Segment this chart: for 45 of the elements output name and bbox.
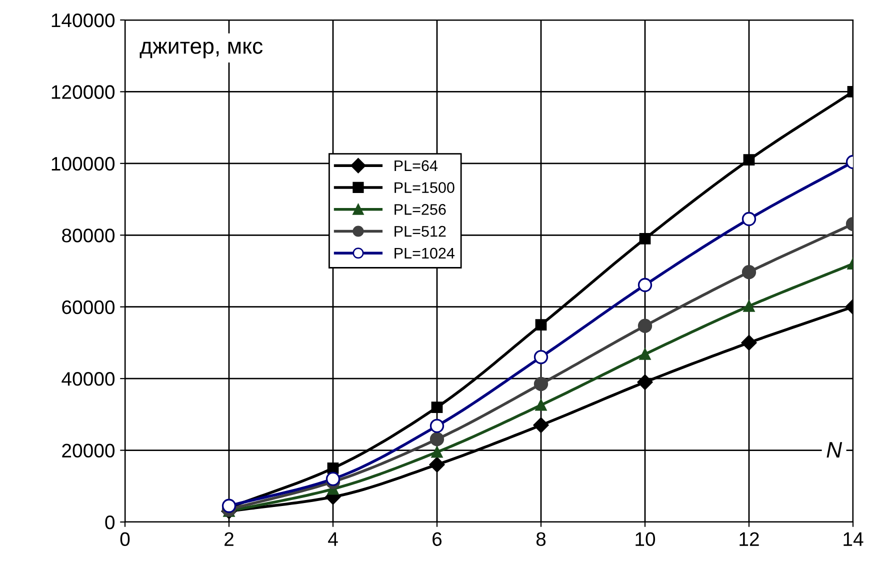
point [430,418,444,433]
x-tick-label: 2 [224,532,234,546]
point [637,374,653,390]
y-tick-label: 0 [105,515,115,530]
point [742,212,756,226]
y-tick-label: 40000 [62,372,115,386]
point [742,264,756,280]
point [743,300,755,312]
point [431,402,443,413]
point [222,498,236,513]
point [429,456,445,472]
x-tick-label: 0 [120,532,130,546]
legend-label: PL=1024 [394,248,455,259]
point [326,472,340,486]
x-tick-label: 12 [740,532,759,546]
x-tick-label: 8 [536,532,546,546]
y-tick-label: 120000 [52,85,115,99]
x-tick-label: 10 [636,532,656,546]
y-tick-label: 80000 [62,228,115,242]
legend-label: PL=1500 [394,182,454,193]
y-axis-title: джитер, мкс [140,42,263,58]
point [535,319,547,330]
y-tick-label: 140000 [52,13,115,28]
point [741,335,757,350]
point [534,350,548,364]
y-tick-label: 60000 [62,300,115,314]
point [430,432,444,446]
legend-label: PL=512 [394,226,446,237]
point [639,233,651,244]
point [431,446,443,458]
point [743,154,755,166]
x-tick-label: 4 [328,532,338,546]
x-axis-title: N [826,442,842,458]
point [638,318,652,333]
x-tick-label: 6 [432,532,442,546]
point [534,376,548,392]
point [638,278,652,292]
legend-label: PL=64 [394,160,438,172]
point [533,417,549,433]
point [535,399,547,411]
y-tick-label: 100000 [52,156,115,171]
x-tick-label: 14 [844,532,864,546]
point [639,348,651,360]
legend-label: PL=256 [394,204,446,215]
y-tick-label: 20000 [62,444,115,458]
